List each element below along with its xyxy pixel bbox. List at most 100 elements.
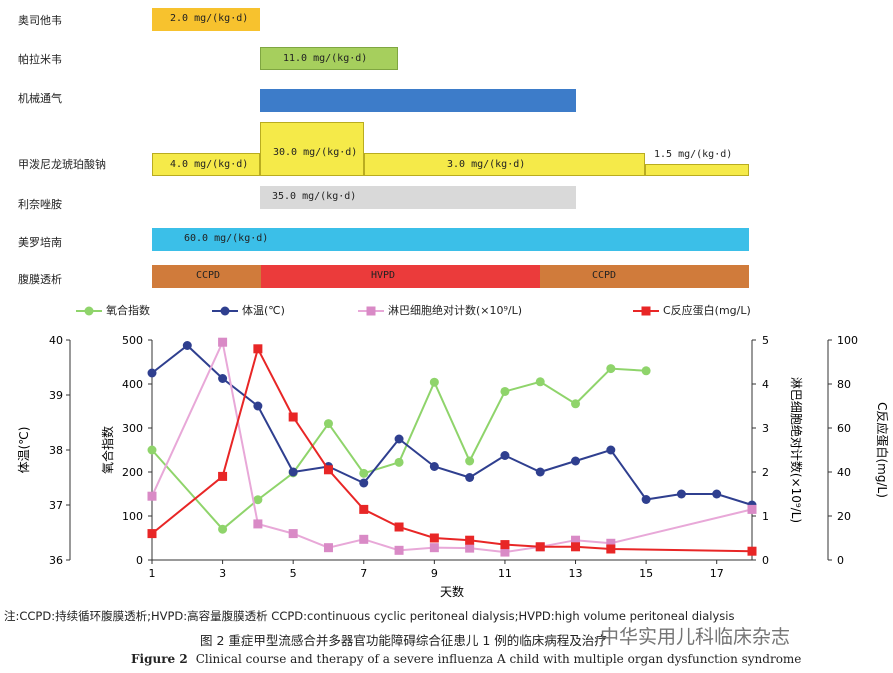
temperature-tick-label: 39 — [49, 389, 63, 402]
dose-label: 11.0 mg/(kg·d) — [283, 53, 368, 64]
temperature-tick-label: 37 — [49, 499, 63, 512]
figure-note: 注:CCPD:持续循环腹膜透析;HVPD:高容量腹膜透析 CCPD:contin… — [4, 609, 735, 623]
crp-tick-label: 0 — [837, 554, 844, 567]
crp-data-point — [147, 529, 157, 539]
dialysis-mode-label: CCPD — [592, 270, 617, 281]
oxygenation-axis-title: 氧合指数 — [100, 426, 115, 474]
drug-label-meropenem: 美罗培南 — [18, 236, 62, 249]
lymphocyte-tick-label: 4 — [762, 378, 769, 391]
lymphocyte-data-point — [323, 543, 333, 553]
therapy-bar-oseltamivir: 2.0 mg/(kg·d) — [152, 8, 260, 31]
therapy-bar-ccpd-1: CCPD — [152, 265, 261, 288]
lymphocyte-data-point — [747, 504, 757, 514]
temperature-series-line — [151, 344, 753, 506]
temperature-data-point — [535, 467, 545, 477]
temperature-data-point — [218, 374, 228, 383]
therapy-bar-hvpd: HVPD — [261, 265, 540, 288]
lymphocyte-axis-title: 淋巴细胞绝对计数(×10⁹/L) — [789, 377, 804, 523]
lymphocyte-data-point — [465, 543, 475, 553]
crp-tick-label: 60 — [837, 422, 851, 435]
crp-tick-label: 100 — [837, 334, 858, 347]
oxygenation-data-point — [571, 399, 581, 409]
crp-data-point — [571, 542, 581, 552]
drug-label-linezolid: 利奈唑胺 — [18, 198, 62, 211]
oxygenation-data-point — [606, 364, 616, 374]
figure-caption-en: Figure 2 Clinical course and therapy of a… — [131, 652, 801, 666]
dose-label: 3.0 mg/(kg·d) — [447, 159, 526, 170]
x-tick-label: 7 — [360, 567, 367, 580]
oxygenation-data-point — [535, 377, 545, 387]
drug-label-peramivir: 帕拉米韦 — [18, 53, 62, 66]
temperature-tick-label: 36 — [49, 554, 63, 567]
crp-data-point — [394, 522, 404, 532]
temperature-data-point — [182, 341, 192, 350]
therapy-bar-linezolid: 35.0 mg/(kg·d) — [260, 186, 576, 209]
temperature-data-point — [676, 489, 686, 499]
crp-data-point — [747, 546, 757, 556]
dose-label: 30.0 mg/(kg·d) — [273, 147, 358, 158]
lymphocyte-tick-label: 5 — [762, 334, 769, 347]
lymphocyte-data-point — [253, 519, 263, 529]
legend-marker-temperature — [212, 306, 238, 316]
oxygenation-series-line — [151, 367, 647, 531]
temperature-data-point — [288, 467, 298, 477]
x-tick-label: 9 — [431, 567, 438, 580]
therapy-bar-mp-3: 3.0 mg/(kg·d) — [364, 153, 645, 176]
legend-label-crp: C反应蛋白(mg/L) — [663, 304, 751, 317]
oxygenation-data-point — [429, 377, 439, 387]
oxygenation-data-point — [500, 386, 510, 396]
crp-tick-label: 40 — [837, 466, 851, 479]
legend-marker-oxygenation — [76, 306, 102, 316]
lymphocyte-data-point — [606, 538, 616, 548]
temperature-data-point — [253, 401, 263, 411]
therapy-bar-ventilation — [260, 89, 576, 112]
drug-label-ventilation: 机械通气 — [18, 92, 62, 105]
therapy-bar-meropenem: 60.0 mg/(kg·d) — [152, 228, 749, 251]
crp-series-line — [151, 346, 753, 553]
temperature-data-point — [641, 495, 651, 504]
therapy-bar-mp-2: 30.0 mg/(kg·d) — [260, 122, 364, 176]
oxygenation-tick-label: 100 — [122, 510, 143, 523]
crp-data-point — [253, 344, 263, 354]
crp-axis-title: C反应蛋白(mg/L) — [875, 402, 890, 498]
temperature-data-point — [147, 368, 157, 378]
temperature-data-point — [571, 456, 581, 466]
crp-data-point — [288, 412, 298, 422]
lymphocyte-data-point — [500, 547, 510, 557]
x-tick-label: 15 — [639, 567, 653, 580]
x-tick-label: 3 — [219, 567, 226, 580]
legend-marker-crp — [633, 306, 659, 316]
x-tick-label: 17 — [710, 567, 724, 580]
oxygenation-tick-label: 400 — [122, 378, 143, 391]
crp-data-point — [606, 544, 616, 554]
x-tick-label: 1 — [149, 567, 156, 580]
x-tick-label: 5 — [290, 567, 297, 580]
crp-data-point — [218, 471, 228, 481]
oxygenation-data-point — [147, 445, 157, 455]
figure-caption-cn: 图 2 重症甲型流感合并多器官功能障碍综合征患儿 1 例的临床病程及治疗 — [200, 633, 607, 648]
lymphocyte-tick-label: 2 — [762, 466, 769, 479]
oxygenation-tick-label: 500 — [122, 334, 143, 347]
temperature-data-point — [429, 462, 439, 471]
crp-data-point — [323, 465, 333, 475]
oxygenation-tick-label: 300 — [122, 422, 143, 435]
legend-label-temperature: 体温(℃) — [242, 304, 285, 317]
legend-marker-lymphocyte — [358, 306, 384, 316]
drug-label-dialysis: 腹膜透析 — [18, 273, 62, 286]
oxygenation-data-point — [323, 419, 333, 429]
dialysis-mode-label: HVPD — [371, 270, 396, 281]
lymphocyte-data-point — [147, 491, 157, 501]
dose-label: 1.5 mg/(kg·d) — [654, 149, 733, 160]
therapy-bar-ccpd-2: CCPD — [540, 265, 749, 288]
lymphocyte-data-point — [571, 535, 581, 545]
lymphocyte-data-point — [359, 534, 369, 544]
x-tick-label: 13 — [569, 567, 583, 580]
legend-label-lymphocyte: 淋巴细胞绝对计数(×10⁹/L) — [388, 304, 523, 317]
legend-label-oxygenation: 氧合指数 — [106, 304, 150, 317]
dose-label: 35.0 mg/(kg·d) — [272, 191, 357, 202]
crp-data-point — [465, 535, 475, 545]
lymphocyte-data-point — [394, 545, 404, 555]
temperature-data-point — [465, 473, 475, 482]
x-tick-label: 11 — [498, 567, 512, 580]
oxygenation-data-point — [253, 495, 263, 505]
